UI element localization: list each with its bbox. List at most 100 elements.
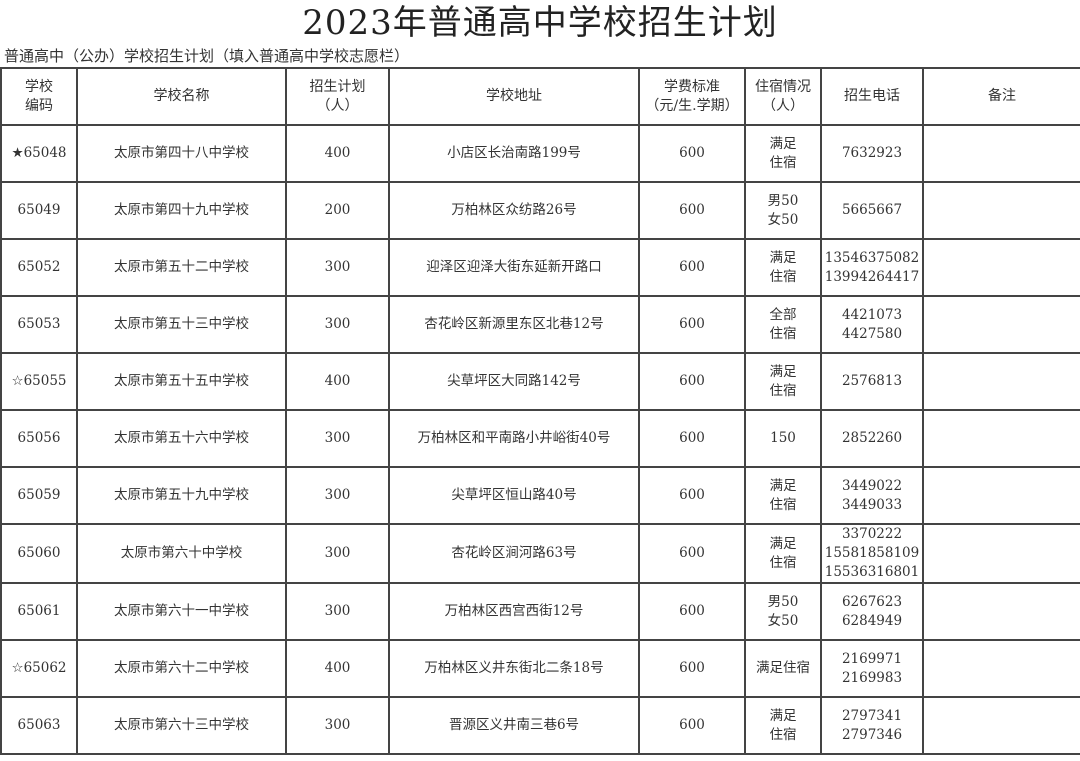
table-row: 65059 太原市第五十九中学校 300 尖草坪区恒山路40号 600 满足 住宿 3449…: [0, 466, 1080, 525]
column-header-school-name: 学校名称: [76, 67, 287, 126]
cell-school-address: 小店区长治南路199号: [388, 124, 640, 183]
cell-school-name: 太原市第五十五中学校: [76, 352, 287, 411]
cell-admission-phone: 6267623 6284949: [820, 582, 924, 641]
cell-school-code: ★65048: [0, 124, 78, 183]
cell-school-name: 太原市第四十九中学校: [76, 181, 287, 240]
cell-remarks: [922, 181, 1080, 240]
cell-enrollment-plan: 300: [285, 295, 390, 354]
cell-school-code: 65059: [0, 466, 78, 525]
cell-school-code: 65060: [0, 523, 78, 584]
cell-dorm-status: 150: [744, 409, 822, 468]
document-title: 2023年普通高中学校招生计划: [302, 3, 778, 43]
cell-enrollment-plan: 300: [285, 409, 390, 468]
cell-enrollment-plan: 300: [285, 523, 390, 584]
cell-enrollment-plan: 400: [285, 124, 390, 183]
enrollment-plan-table: 学校 编码 学校名称 招生计划 （人） 学校地址 学费标准 （元/生.学期） 住宿情况 （…: [0, 67, 1080, 755]
cell-tuition-fee: 600: [638, 295, 746, 354]
cell-remarks: [922, 639, 1080, 698]
cell-remarks: [922, 582, 1080, 641]
cell-dorm-status: 满足住宿: [744, 639, 822, 698]
table-row: ★65048 太原市第四十八中学校 400 小店区长治南路199号 600 满足 住宿 76…: [0, 124, 1080, 183]
cell-dorm-status: 满足 住宿: [744, 523, 822, 584]
cell-dorm-status: 满足 住宿: [744, 238, 822, 297]
table-row: 65063 太原市第六十三中学校 300 晋源区义井南三巷6号 600 满足 住宿 2797…: [0, 696, 1080, 755]
cell-school-address: 杏花岭区新源里东区北巷12号: [388, 295, 640, 354]
table-row: 65052 太原市第五十二中学校 300 迎泽区迎泽大街东延新开路口 600 满足 住宿 1…: [0, 238, 1080, 297]
column-header-school-code: 学校 编码: [0, 67, 78, 126]
column-header-remarks: 备注: [922, 67, 1080, 126]
cell-remarks: [922, 466, 1080, 525]
column-header-enrollment-plan: 招生计划 （人）: [285, 67, 390, 126]
cell-school-code: 65053: [0, 295, 78, 354]
cell-tuition-fee: 600: [638, 466, 746, 525]
cell-dorm-status: 满足 住宿: [744, 696, 822, 755]
cell-enrollment-plan: 400: [285, 352, 390, 411]
cell-school-name: 太原市第四十八中学校: [76, 124, 287, 183]
cell-school-address: 万柏林区众纺路26号: [388, 181, 640, 240]
cell-tuition-fee: 600: [638, 352, 746, 411]
cell-school-address: 迎泽区迎泽大街东延新开路口: [388, 238, 640, 297]
cell-admission-phone: 2797341 2797346: [820, 696, 924, 755]
cell-school-name: 太原市第五十六中学校: [76, 409, 287, 468]
cell-admission-phone: 2852260: [820, 409, 924, 468]
column-header-tuition-fee: 学费标准 （元/生.学期）: [638, 67, 746, 126]
cell-school-name: 太原市第五十三中学校: [76, 295, 287, 354]
cell-dorm-status: 满足 住宿: [744, 124, 822, 183]
cell-school-code: 65063: [0, 696, 78, 755]
cell-tuition-fee: 600: [638, 124, 746, 183]
cell-school-address: 晋源区义井南三巷6号: [388, 696, 640, 755]
cell-enrollment-plan: 300: [285, 238, 390, 297]
cell-school-code: 65052: [0, 238, 78, 297]
cell-tuition-fee: 600: [638, 238, 746, 297]
table-row: 65053 太原市第五十三中学校 300 杏花岭区新源里东区北巷12号 600 全部 住宿…: [0, 295, 1080, 354]
cell-school-name: 太原市第五十二中学校: [76, 238, 287, 297]
cell-remarks: [922, 295, 1080, 354]
table-row: 65056 太原市第五十六中学校 300 万柏林区和平南路小井峪街40号 600 150 2…: [0, 409, 1080, 468]
cell-school-code: 65049: [0, 181, 78, 240]
cell-tuition-fee: 600: [638, 409, 746, 468]
column-header-admission-phone: 招生电话: [820, 67, 924, 126]
table-row: 65049 太原市第四十九中学校 200 万柏林区众纺路26号 600 男50 女50 56…: [0, 181, 1080, 240]
cell-school-name: 太原市第六十中学校: [76, 523, 287, 584]
cell-remarks: [922, 124, 1080, 183]
cell-enrollment-plan: 200: [285, 181, 390, 240]
cell-school-code: ☆65062: [0, 639, 78, 698]
cell-school-address: 尖草坪区恒山路40号: [388, 466, 640, 525]
cell-school-code: 65061: [0, 582, 78, 641]
cell-remarks: [922, 352, 1080, 411]
cell-school-address: 万柏林区义井东街北二条18号: [388, 639, 640, 698]
cell-remarks: [922, 409, 1080, 468]
table-caption: 普通高中（公办）学校招生计划（填入普通高中学校志愿栏）: [4, 47, 410, 65]
cell-enrollment-plan: 300: [285, 466, 390, 525]
table-header-row: 学校 编码 学校名称 招生计划 （人） 学校地址 学费标准 （元/生.学期） 住宿情况 （…: [0, 67, 1080, 126]
cell-enrollment-plan: 400: [285, 639, 390, 698]
cell-admission-phone: 4421073 4427580: [820, 295, 924, 354]
cell-admission-phone: 13546375082 13994264417: [820, 238, 924, 297]
cell-school-code: ☆65055: [0, 352, 78, 411]
table-row: ☆65055 太原市第五十五中学校 400 尖草坪区大同路142号 600 满足 住宿 25…: [0, 352, 1080, 411]
cell-admission-phone: 5665667: [820, 181, 924, 240]
cell-remarks: [922, 523, 1080, 584]
cell-remarks: [922, 696, 1080, 755]
cell-school-address: 万柏林区西宫西街12号: [388, 582, 640, 641]
cell-school-name: 太原市第六十三中学校: [76, 696, 287, 755]
cell-school-name: 太原市第六十二中学校: [76, 639, 287, 698]
cell-admission-phone: 3370222 15581858109 15536316801: [820, 523, 924, 584]
cell-school-address: 尖草坪区大同路142号: [388, 352, 640, 411]
cell-enrollment-plan: 300: [285, 582, 390, 641]
cell-school-address: 万柏林区和平南路小井峪街40号: [388, 409, 640, 468]
cell-dorm-status: 男50 女50: [744, 181, 822, 240]
column-header-school-address: 学校地址: [388, 67, 640, 126]
cell-remarks: [922, 238, 1080, 297]
cell-dorm-status: 男50 女50: [744, 582, 822, 641]
cell-school-name: 太原市第五十九中学校: [76, 466, 287, 525]
cell-tuition-fee: 600: [638, 696, 746, 755]
cell-dorm-status: 满足 住宿: [744, 352, 822, 411]
table-row: 65061 太原市第六十一中学校 300 万柏林区西宫西街12号 600 男50 女50 6…: [0, 582, 1080, 641]
cell-admission-phone: 7632923: [820, 124, 924, 183]
cell-enrollment-plan: 300: [285, 696, 390, 755]
cell-tuition-fee: 600: [638, 582, 746, 641]
cell-admission-phone: 2169971 2169983: [820, 639, 924, 698]
cell-school-name: 太原市第六十一中学校: [76, 582, 287, 641]
cell-dorm-status: 全部 住宿: [744, 295, 822, 354]
